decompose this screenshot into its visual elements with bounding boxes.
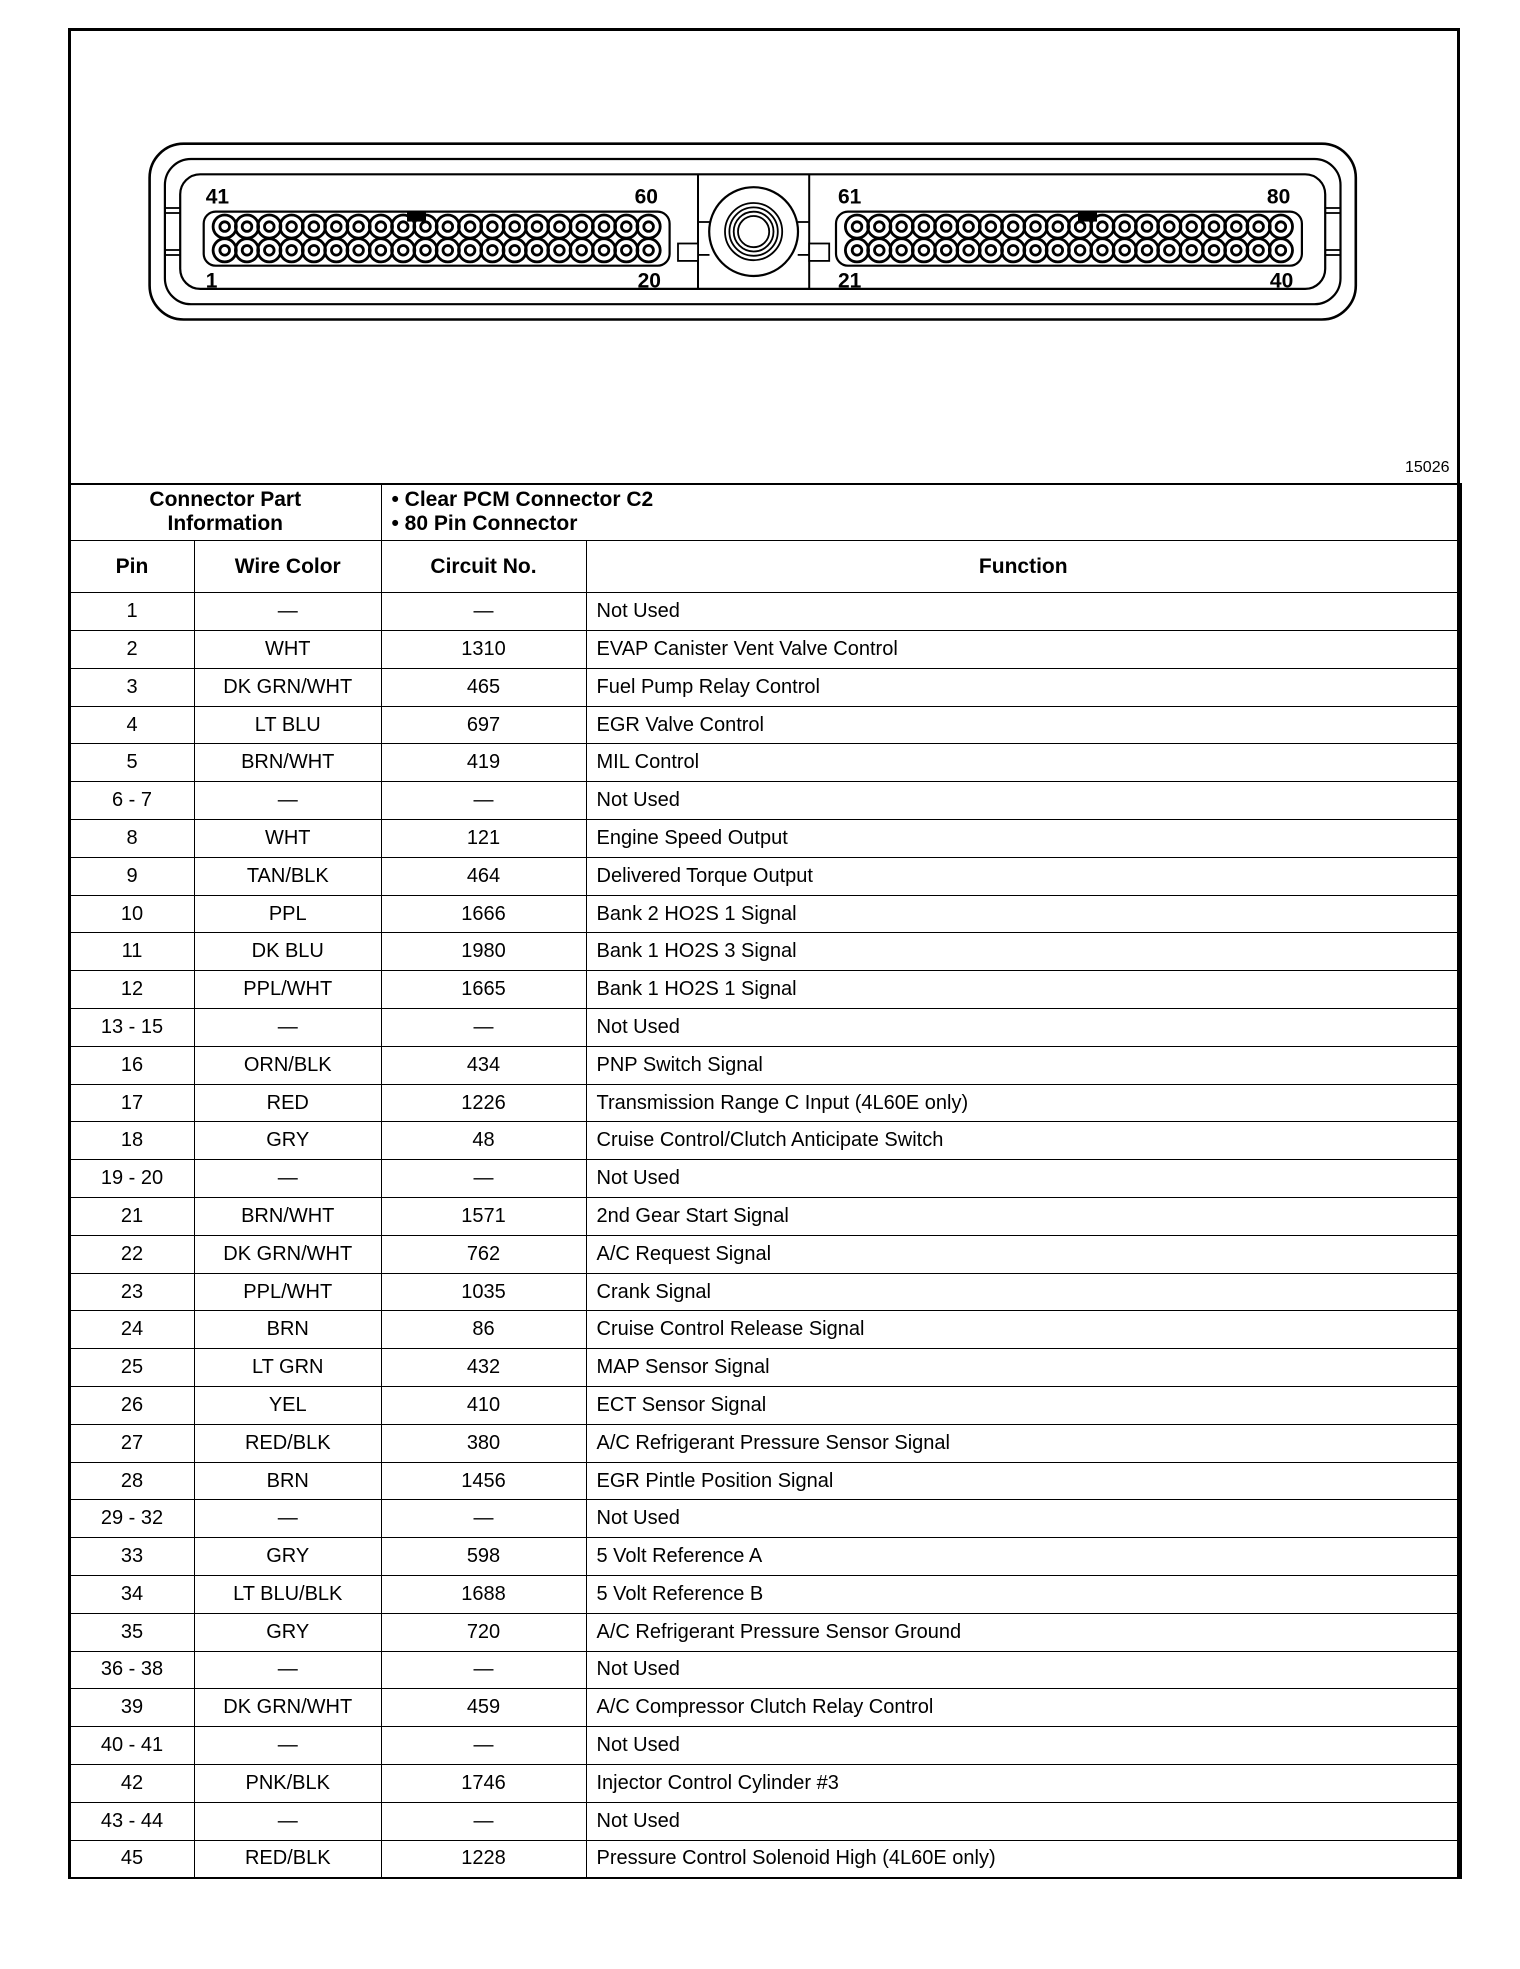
svg-text:21: 21 [838,270,862,293]
svg-text:60: 60 [635,186,658,209]
svg-text:80: 80 [1267,186,1290,209]
svg-text:1: 1 [206,270,218,293]
svg-text:41: 41 [206,186,230,209]
svg-text:61: 61 [838,186,862,209]
svg-text:20: 20 [638,270,661,293]
svg-text:40: 40 [1270,270,1293,293]
